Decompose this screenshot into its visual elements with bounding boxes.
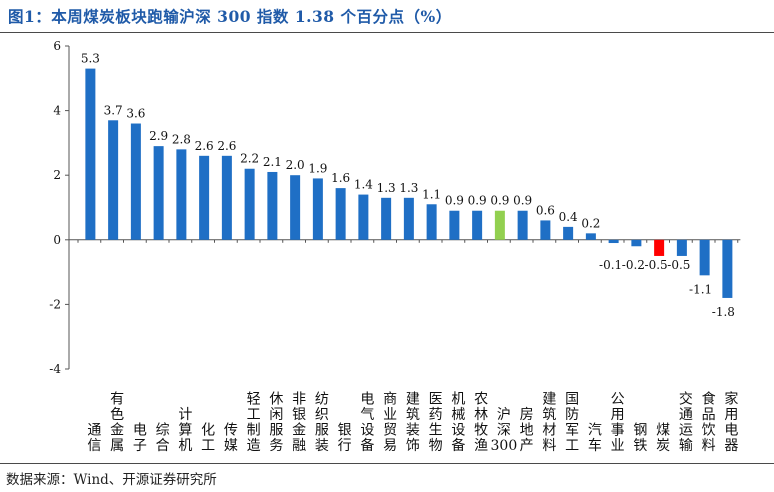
value-label: -0.1 [599, 258, 622, 272]
value-label: 2.2 [240, 152, 259, 166]
category-label: 沪深 300 [491, 407, 518, 454]
bar [403, 197, 414, 240]
value-label: 0.9 [490, 194, 509, 208]
bar [608, 239, 619, 244]
bar [85, 68, 96, 240]
bar [654, 239, 665, 256]
category-label: 电气设备 [360, 392, 374, 455]
value-label: -0.2 [622, 258, 645, 272]
category-label: 房地产 [520, 407, 534, 454]
bar [631, 239, 642, 247]
chart-title: 图1：本周煤炭板块跑输沪深 300 指数 1.38 个百分点（%） [8, 7, 452, 26]
bar [221, 155, 232, 240]
category-label: 国防军工 [565, 392, 579, 455]
category-label: 商业贸易 [383, 392, 397, 455]
category-label: 通信 [87, 423, 101, 455]
y-tick-label: 6 [53, 39, 61, 53]
y-tick-label: 4 [53, 104, 61, 118]
category-label: 机械设备 [451, 392, 465, 455]
category-label: 农林牧渔 [474, 392, 488, 455]
bar [108, 120, 119, 240]
value-label: 1.3 [399, 181, 418, 195]
value-label: -0.5 [645, 258, 668, 272]
value-label: 2.0 [286, 158, 305, 172]
value-label: 0.9 [513, 194, 532, 208]
category-label: 轻工制造 [247, 392, 261, 455]
category-label: 煤炭 [656, 423, 670, 455]
value-label: 0.2 [581, 216, 600, 230]
value-label: 1.3 [377, 181, 396, 195]
category-label: 休闲服务 [269, 392, 283, 455]
value-label: 2.8 [172, 132, 191, 146]
bar [381, 197, 392, 240]
category-label: 医药生物 [429, 392, 443, 455]
bar [449, 210, 460, 240]
category-label: 非银金融 [292, 392, 306, 455]
category-label: 传媒 [224, 423, 238, 455]
category-label: 交通运输 [679, 391, 693, 455]
value-label: -0.5 [667, 258, 690, 272]
bar [176, 149, 187, 240]
value-label: 1.9 [308, 161, 327, 175]
value-label: 2.1 [263, 155, 282, 169]
y-tick-label: 0 [53, 233, 61, 247]
value-label: 1.4 [354, 178, 373, 192]
bar [335, 188, 346, 240]
category-label: 家用电器 [724, 391, 738, 455]
bar [290, 175, 301, 240]
bar [244, 168, 255, 240]
y-tick-label: -2 [49, 297, 61, 311]
bottom-rule [0, 463, 774, 464]
category-label: 纺织服装 [315, 392, 329, 455]
bar [153, 146, 164, 240]
category-label: 电子 [133, 423, 147, 455]
value-label: 2.9 [149, 129, 168, 143]
value-label: 5.3 [81, 52, 100, 66]
bar [517, 210, 528, 240]
bar [676, 239, 687, 256]
y-tick-label: 2 [53, 168, 61, 182]
value-label: -1.8 [712, 305, 735, 319]
category-label: 计算机 [178, 407, 192, 454]
bar [699, 239, 710, 276]
top-rule [0, 32, 774, 33]
value-label: 3.6 [126, 107, 145, 121]
bar [312, 178, 323, 240]
bar [585, 233, 596, 240]
bar [130, 123, 141, 240]
bar [472, 210, 483, 240]
category-label: 银行 [338, 423, 352, 455]
category-label: 有色金属 [110, 392, 124, 455]
bar [722, 239, 733, 298]
value-label: 0.4 [559, 210, 578, 224]
value-label: 1.6 [331, 171, 350, 185]
value-label: 0.9 [445, 194, 464, 208]
category-label: 钢铁 [633, 423, 647, 455]
category-label: 建筑材料 [542, 392, 556, 455]
bar [563, 226, 574, 240]
value-label: 3.7 [104, 103, 123, 117]
bar [267, 171, 278, 240]
bar [199, 155, 210, 240]
value-label: 0.9 [468, 194, 487, 208]
category-label: 化工 [201, 423, 215, 455]
source-note: 数据来源：Wind、开源证券研究所 [6, 472, 217, 488]
category-label: 综合 [156, 423, 170, 455]
value-label: 1.1 [422, 187, 441, 201]
value-label: 2.6 [217, 139, 236, 153]
category-label: 汽车 [588, 423, 602, 455]
bar [426, 204, 437, 240]
category-label: 公用事业 [611, 392, 625, 455]
category-label: 食品饮料 [702, 391, 716, 455]
value-label: -1.1 [689, 282, 712, 296]
bar [494, 210, 505, 240]
bar [540, 220, 551, 240]
category-label: 建筑装饰 [406, 392, 420, 455]
bar [358, 194, 369, 240]
value-label: 0.6 [536, 203, 555, 217]
value-label: 2.6 [195, 139, 214, 153]
y-tick-label: -4 [49, 362, 61, 376]
